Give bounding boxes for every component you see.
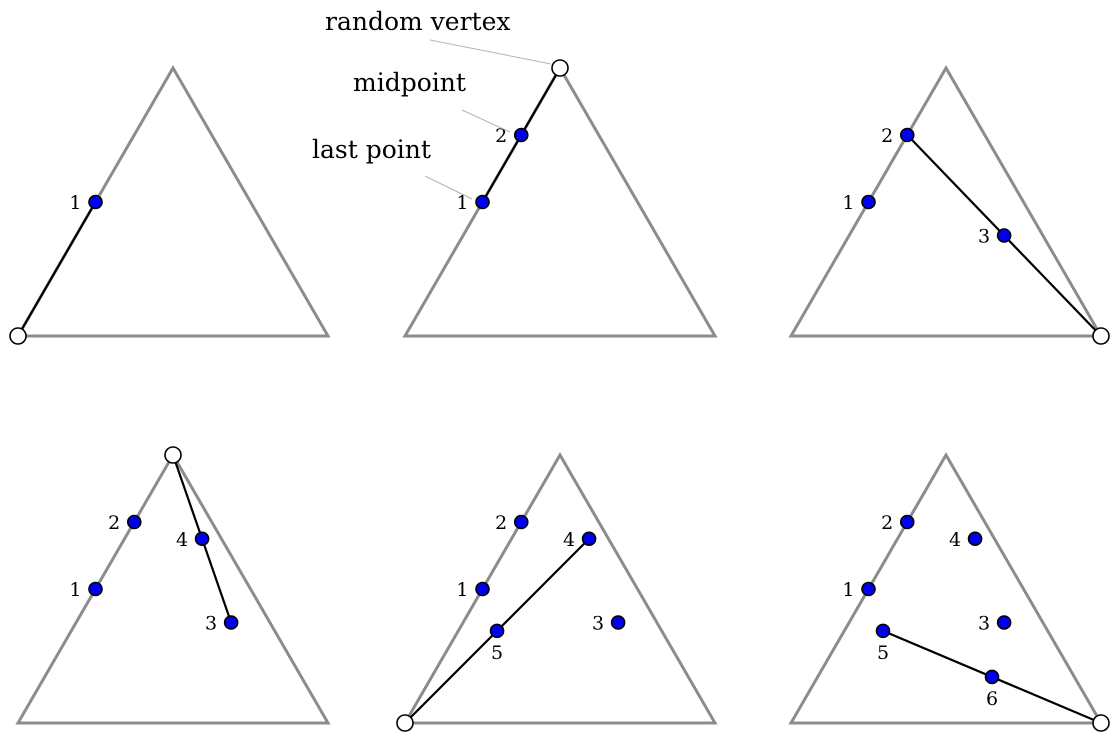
point-1 xyxy=(861,581,876,597)
random-vertex-callout: random vertex xyxy=(325,7,510,36)
point-4 xyxy=(967,531,983,547)
last-point-leader xyxy=(424,175,473,200)
panel-step-6: 1 2 3 4 5 6 xyxy=(788,452,1110,732)
triangle-outline xyxy=(788,65,1104,338)
point-label-6: 6 xyxy=(986,688,998,710)
point-label-2: 2 xyxy=(881,512,893,534)
midpoint-leader xyxy=(461,109,511,133)
point-label-1: 1 xyxy=(842,579,854,601)
point-label-1: 1 xyxy=(456,192,468,214)
point-2 xyxy=(899,127,915,143)
triangle-outline xyxy=(788,452,1104,725)
panel-step-2: 12 xyxy=(402,59,718,338)
random-vertex-leader xyxy=(429,39,552,65)
point-label-5: 5 xyxy=(491,642,503,664)
point-2 xyxy=(513,514,529,530)
random-vertex-marker xyxy=(1092,714,1110,732)
point-3 xyxy=(996,228,1012,243)
point-label-3: 3 xyxy=(205,613,217,635)
path-segment xyxy=(17,201,97,337)
point-label-1: 1 xyxy=(69,192,81,214)
triangle-outline xyxy=(15,452,331,725)
point-4 xyxy=(581,531,597,547)
point-1 xyxy=(88,581,103,597)
panel-step-1: 1 xyxy=(9,65,331,345)
point-6 xyxy=(984,669,1000,685)
random-vertex-marker xyxy=(1092,327,1110,345)
point-label-3: 3 xyxy=(978,226,990,248)
random-vertex-marker xyxy=(9,327,27,345)
point-2 xyxy=(513,127,529,143)
point-1 xyxy=(475,581,490,597)
triangle-outline xyxy=(402,452,718,725)
callouts-group: random vertex midpoint last point xyxy=(312,7,552,200)
point-label-1: 1 xyxy=(456,579,468,601)
point-2 xyxy=(126,514,142,530)
point-label-4: 4 xyxy=(176,529,188,551)
random-vertex-marker xyxy=(551,59,569,77)
point-label-5: 5 xyxy=(877,642,889,664)
point-2 xyxy=(899,514,915,530)
point-label-3: 3 xyxy=(978,613,990,635)
point-3 xyxy=(996,615,1012,630)
random-vertex-marker xyxy=(396,714,414,732)
point-3 xyxy=(610,615,626,630)
point-1 xyxy=(861,194,876,210)
point-label-1: 1 xyxy=(842,192,854,214)
triangle-outline xyxy=(15,65,331,338)
point-label-1: 1 xyxy=(69,579,81,601)
panel-step-3: 1 2 3 xyxy=(788,65,1110,345)
point-label-2: 2 xyxy=(108,512,120,534)
triangle-outline xyxy=(402,65,718,338)
point-label-2: 2 xyxy=(495,125,507,147)
midpoint-callout: midpoint xyxy=(353,68,466,97)
point-5 xyxy=(875,623,891,639)
point-label-2: 2 xyxy=(881,125,893,147)
point-4 xyxy=(194,531,210,547)
point-1 xyxy=(88,194,103,210)
point-label-2: 2 xyxy=(495,512,507,534)
point-5 xyxy=(489,623,505,639)
point-label-4: 4 xyxy=(949,529,961,551)
point-1 xyxy=(475,194,490,210)
panel-step-5: 1 2 3 4 5 xyxy=(396,452,718,732)
point-label-3: 3 xyxy=(592,613,604,635)
point-3 xyxy=(223,615,239,630)
point-label-4: 4 xyxy=(563,529,575,551)
last-point-callout: last point xyxy=(312,135,431,164)
random-vertex-marker xyxy=(164,446,182,464)
panel-step-4: 1 2 3 4 xyxy=(15,446,331,725)
